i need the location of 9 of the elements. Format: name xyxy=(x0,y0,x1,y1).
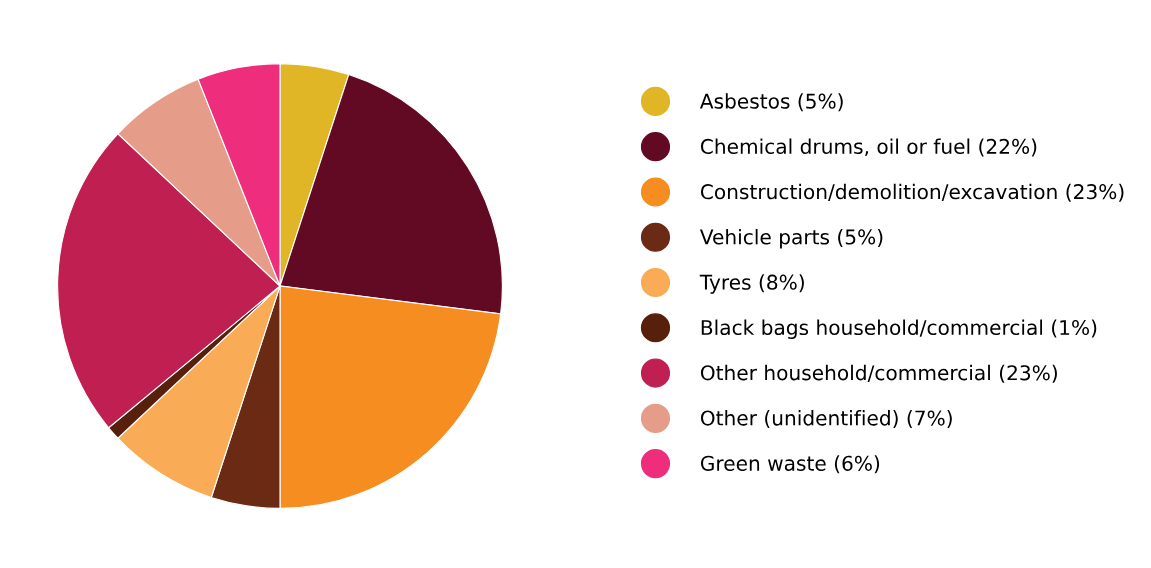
legend-label: Construction/demolition/excavation (23%) xyxy=(700,183,1124,202)
legend-label: Other household/commercial (23%) xyxy=(700,364,1057,383)
legend-label: Asbestos (5%) xyxy=(699,93,843,112)
legend-label: Green waste (6%) xyxy=(700,455,880,474)
legend-label: Other (unidentified) (7%) xyxy=(700,410,952,429)
legend-label: Vehicle parts (5%) xyxy=(699,228,883,249)
legend-label: Black bags household/commercial (1%) xyxy=(701,319,1097,340)
legend-label: Chemical drums, oil or fuel (22%) xyxy=(700,138,1037,157)
legend-label: Tyres (8%) xyxy=(699,274,804,294)
